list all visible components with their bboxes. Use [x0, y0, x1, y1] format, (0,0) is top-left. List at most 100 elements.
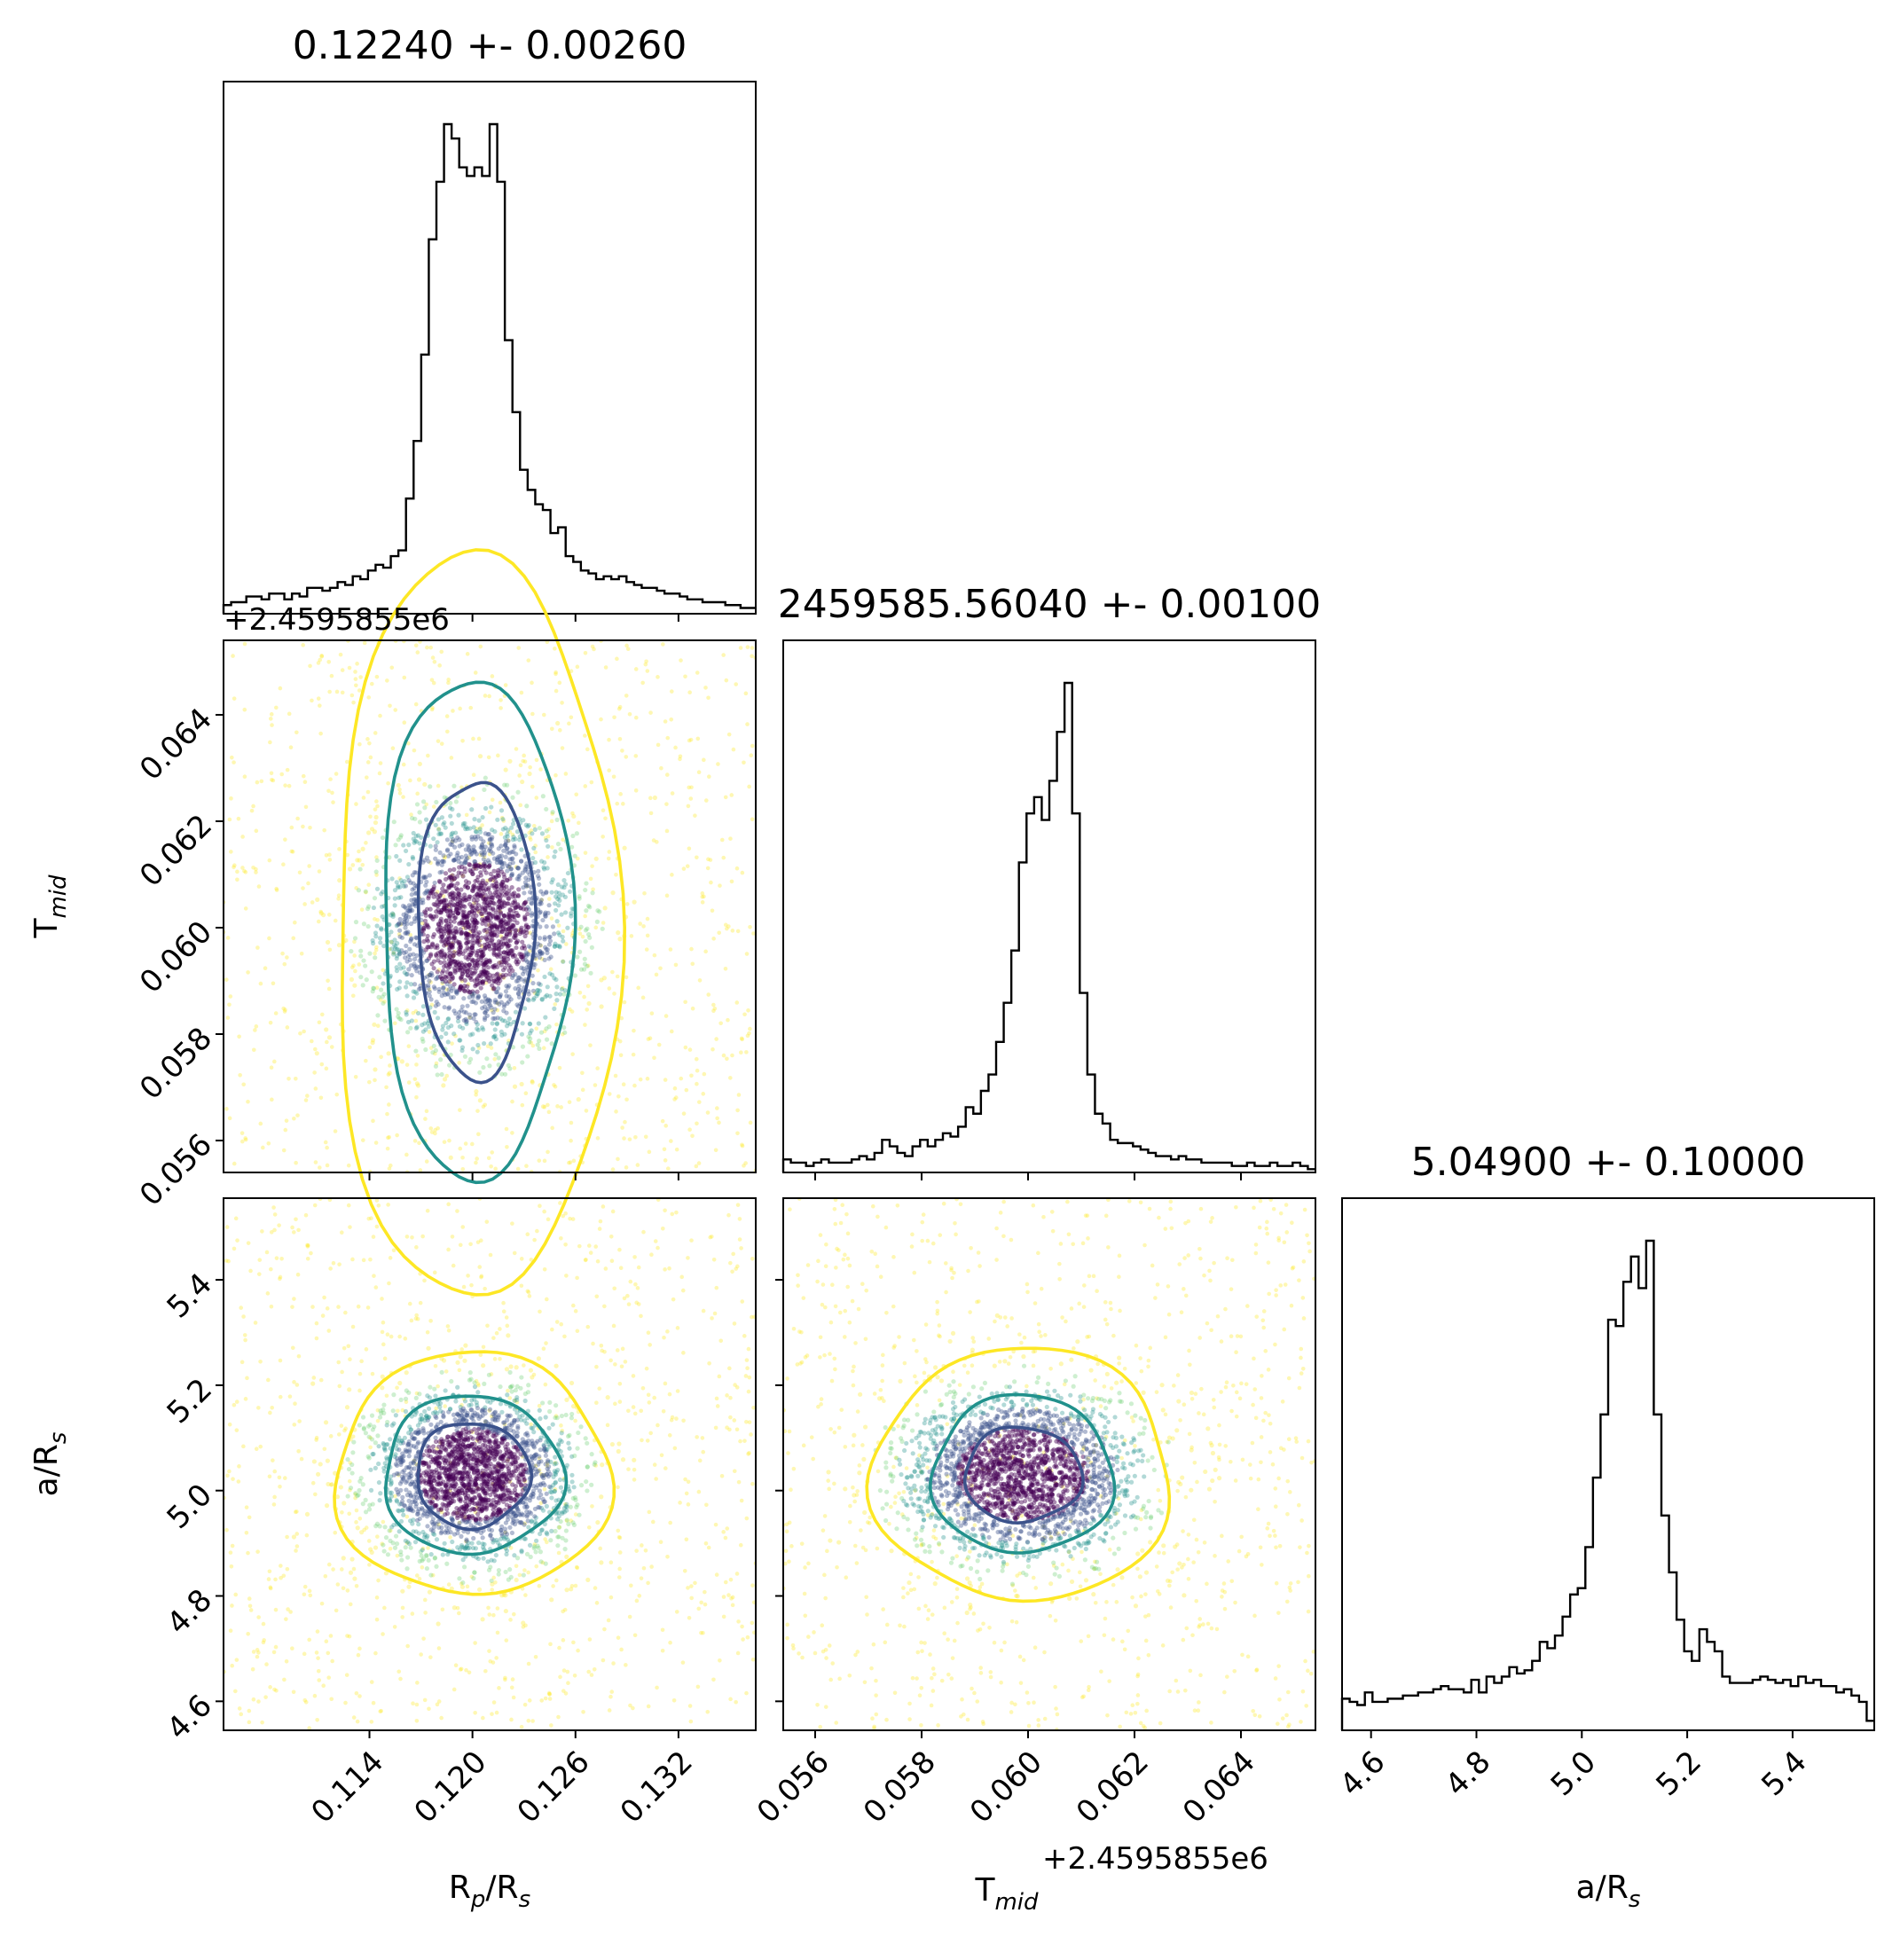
- scatter-point: [682, 1568, 687, 1573]
- scatter-point: [513, 972, 518, 977]
- scatter-point: [509, 850, 514, 855]
- scatter-point: [575, 1275, 579, 1281]
- scatter-point: [703, 1602, 708, 1607]
- scatter-point: [437, 899, 443, 905]
- scatter-point: [601, 976, 607, 981]
- scatter-point: [689, 1238, 694, 1243]
- scatter-point: [515, 978, 521, 984]
- hist-bin: [1813, 1680, 1821, 1730]
- scatter-point: [515, 959, 522, 965]
- scatter-point: [307, 1588, 312, 1594]
- scatter-point: [466, 913, 471, 919]
- scatter-point: [345, 852, 350, 858]
- scatter-point: [480, 891, 485, 897]
- scatter-point: [380, 1329, 385, 1335]
- scatter-point: [695, 1684, 701, 1690]
- scatter-point: [438, 920, 444, 925]
- scatter-point: [354, 886, 358, 890]
- scatter-point: [406, 1080, 412, 1085]
- scatter-point: [517, 773, 522, 778]
- scatter-point: [363, 889, 368, 894]
- scatter-point: [481, 918, 486, 923]
- scatter-point: [412, 1139, 418, 1143]
- scatter-point: [471, 958, 476, 963]
- scatter-point: [472, 970, 477, 976]
- scatter-point: [448, 971, 453, 976]
- scatter-point: [467, 862, 473, 868]
- scatter-point: [415, 1010, 421, 1016]
- scatter-point: [616, 1094, 621, 1099]
- scatter-point: [444, 987, 450, 992]
- scatter-point: [585, 1488, 590, 1494]
- scatter-point: [538, 898, 544, 903]
- scatter-point: [438, 910, 444, 915]
- scatter-point: [554, 992, 559, 997]
- scatter-point: [663, 1078, 668, 1082]
- scatter-point: [511, 900, 516, 906]
- scatter-point: [514, 865, 521, 871]
- scatter-point: [424, 855, 430, 860]
- scatter-point: [517, 1572, 522, 1578]
- scatter-point: [463, 1016, 468, 1022]
- hist-bin: [1350, 1702, 1358, 1730]
- scatter-point: [405, 908, 411, 913]
- scatter-point: [436, 1125, 440, 1131]
- scatter-point: [561, 959, 565, 964]
- scatter-point: [242, 774, 247, 780]
- scatter-point: [543, 1696, 548, 1701]
- scatter-point: [495, 985, 501, 992]
- scatter-point: [490, 1021, 495, 1026]
- scatter-point: [435, 1072, 440, 1078]
- scatter-point: [738, 1439, 742, 1444]
- scatter-point: [272, 1059, 277, 1064]
- scatter-point: [364, 890, 368, 895]
- scatter-point: [469, 807, 475, 812]
- hist-bin: [1425, 1692, 1433, 1730]
- scatter-point: [459, 968, 465, 973]
- scatter-point: [470, 906, 475, 911]
- scatter-point: [473, 1641, 477, 1645]
- scatter-point: [734, 1385, 740, 1390]
- scatter-point: [499, 853, 505, 858]
- scatter-point: [301, 643, 305, 647]
- scatter-point: [524, 930, 530, 936]
- scatter-point: [470, 920, 475, 925]
- scatter-point: [583, 938, 588, 945]
- scatter-point: [458, 1146, 463, 1151]
- scatter-point: [549, 880, 554, 885]
- scatter-point: [492, 1033, 498, 1039]
- scatter-point: [681, 1418, 686, 1423]
- scatter-point: [413, 935, 419, 940]
- scatter-point: [414, 1391, 420, 1396]
- scatter-point: [678, 1501, 682, 1505]
- scatter-point: [396, 1669, 402, 1674]
- scatter-point: [395, 1553, 400, 1558]
- scatter-point: [455, 1605, 460, 1611]
- scatter-point: [616, 1485, 620, 1490]
- scatter-point: [540, 1400, 546, 1406]
- scatter-point: [609, 1690, 615, 1694]
- scatter-point: [450, 945, 455, 950]
- scatter-point: [540, 1560, 546, 1565]
- scatter-point: [499, 917, 504, 922]
- scatter-point: [461, 915, 467, 921]
- scatter-point: [421, 926, 427, 931]
- scatter-point: [589, 945, 594, 950]
- scatter-point: [487, 894, 492, 900]
- scatter-point: [404, 1012, 409, 1017]
- scatter-point: [728, 1260, 733, 1266]
- scatter-point: [487, 926, 492, 931]
- scatter-point: [539, 1698, 545, 1703]
- scatter-point: [746, 1346, 751, 1352]
- scatter-point: [552, 976, 557, 981]
- scatter-point: [438, 950, 444, 955]
- scatter-point: [476, 818, 482, 823]
- scatter-point: [479, 850, 484, 855]
- scatter-point: [489, 899, 494, 906]
- scatter-point: [510, 894, 515, 899]
- scatter-point: [459, 918, 465, 923]
- scatter-point: [229, 755, 234, 760]
- scatter-point: [386, 1051, 391, 1056]
- scatter-point: [403, 848, 409, 854]
- scatter-point: [361, 1258, 366, 1263]
